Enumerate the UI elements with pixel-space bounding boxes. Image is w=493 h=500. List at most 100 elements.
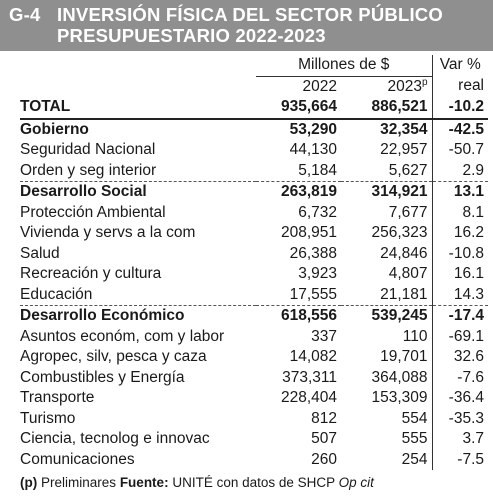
table-row: Desarrollo Económico 618,556 539,245 -17.4 [20,305,489,327]
value-2023: 555 [401,430,428,447]
table-row: Desarrollo Social 263,819 314,921 13.1 [20,181,489,203]
table-row: Transporte 228,404 153,309 -36.4 [20,388,489,409]
value-2022: 14,082 [289,348,337,365]
value-var-real: 16.2 [431,223,489,244]
value-2022: 260 [311,450,337,468]
table-row: Gobierno 53,290 32,354 -42.5 [20,118,489,140]
table-row: Salud 26,388 24,846 -10.8 [20,243,489,264]
row-label: Protección Ambiental [20,203,166,221]
value-2022: 44,130 [289,141,337,158]
value-var-real: 14.3 [431,284,489,306]
value-var-real: -69.1 [431,326,489,347]
value-var-real: 8.1 [431,202,489,223]
row-label: Ciencia, tecnolog e innovac [20,430,210,447]
footnote-source-label: Fuente: [119,475,169,490]
year-2023-header: 2023p [341,76,432,97]
header-bar: G-4 INVERSIÓN FÍSICA DEL SECTOR PÚBLICO P… [0,0,493,51]
value-2023: 886,521 [341,97,433,120]
value-2022: 228,404 [280,389,337,406]
value-2022: 618,556 [256,305,341,327]
row-label: Seguridad Nacional [20,141,156,158]
value-2023: 364,088 [371,368,428,386]
value-2023: 5,627 [388,161,428,179]
footnote: (p) Preliminares Fuente: UNITÉ con datos… [20,475,374,490]
value-var-real: -7.6 [431,367,489,388]
value-2022: 507 [311,430,337,447]
table-row: Combustibles y Energía 373,311 364,088 -7.6 [20,367,489,388]
value-2022: 263,819 [256,181,341,203]
value-2023: 4,807 [388,265,428,282]
value-var-real: -42.5 [431,118,489,140]
value-var-real: -36.4 [431,388,489,409]
table-row: Agropec, silv, pesca y caza 14,082 19,701 3… [20,347,489,368]
row-label: TOTAL [20,97,256,120]
title-line-1: INVERSIÓN FÍSICA DEL SECTOR PÚBLICO [57,4,443,25]
row-label: Transporte [20,389,95,406]
title-line-2: PRESUPUESTARIO 2022-2023 [57,25,326,46]
value-2023: 19,701 [380,348,428,365]
row-label: Desarrollo Social [20,181,256,203]
value-var-real: -35.3 [431,408,489,429]
table-row: Educación 17,555 21,181 14.3 [20,284,489,306]
row-label: Salud [20,244,60,262]
row-label: Desarrollo Económico [20,305,256,327]
value-2023: 22,957 [380,141,428,158]
table-row: Orden y seg interior 5,184 5,627 2.9 [20,160,489,182]
var-header: Var % [431,55,489,76]
row-label: Combustibles y Energía [20,368,185,386]
footnote-prelim: Preliminares [41,475,117,490]
value-2023: 153,309 [371,389,428,406]
table-row: Seguridad Nacional 44,130 22,957 -50.7 [20,140,489,161]
investment-table: Millones de $ Var % 2022 2023p real TOTA… [20,55,489,470]
row-label: Comunicaciones [20,450,135,468]
value-2023: 21,181 [380,285,428,303]
value-var-real: 3.7 [431,429,489,450]
value-var-real: 16.1 [431,264,489,285]
value-2023: 254 [401,450,428,468]
value-2022: 812 [311,409,337,427]
value-2023: 7,677 [388,203,428,221]
preliminary-marker: p [421,76,428,88]
value-var-real: 13.1 [431,181,489,203]
row-label: Asuntos económ, com y labor [20,327,225,345]
table-body: TOTAL 935,664 886,521 -10.2 Gobierno 53,290 32… [20,97,489,470]
row-label: Educación [20,285,93,303]
table-row: Vivienda y servs a la com 208,951 256,323 1… [20,223,489,244]
value-2022: 935,664 [256,97,341,120]
var-real-header: real [431,76,489,97]
row-label: Gobierno [20,120,89,138]
value-2023: 256,323 [371,224,428,241]
table-row: TOTAL 935,664 886,521 -10.2 [20,97,489,120]
row-label: Orden y seg interior [20,161,157,179]
year-2023-label: 2023 [387,77,422,95]
value-var-real: -10.2 [431,97,489,120]
value-2022: 17,555 [289,285,337,303]
chart-title: G-4 INVERSIÓN FÍSICA DEL SECTOR PÚBLICO P… [9,4,479,46]
value-2023: 24,846 [380,244,428,262]
row-label: Vivienda y servs a la com [20,224,196,241]
value-2022: 208,951 [280,224,337,241]
value-2022: 6,732 [298,203,337,221]
table-row: Comunicaciones 260 254 -7.5 [20,449,489,470]
value-2022: 373,311 [282,368,337,386]
value-var-real: 32.6 [431,347,489,368]
units-header: Millones de $ [256,55,433,77]
value-var-real: -10.8 [431,243,489,264]
row-label: Turismo [20,409,76,427]
row-label: Recreación y cultura [20,265,162,282]
value-2023: 539,245 [341,305,433,327]
value-var-real: 2.9 [431,160,489,182]
table-row: Recreación y cultura 3,923 4,807 16.1 [20,264,489,285]
value-var-real: -17.4 [431,305,489,327]
value-2022: 337 [311,327,337,345]
footnote-marker: (p) [20,475,38,490]
value-2023: 110 [402,327,428,345]
value-var-real: -50.7 [431,140,489,161]
footnote-source-ref: Op cit [338,475,374,490]
value-2023: 314,921 [341,181,433,203]
year-2022-header: 2022 [302,77,337,95]
value-2023: 32,354 [380,120,428,138]
table-row: Asuntos económ, com y labor 337 110 -69.1 [20,326,489,347]
value-2022: 26,388 [289,244,337,262]
figure-code: G-4 [9,4,41,25]
